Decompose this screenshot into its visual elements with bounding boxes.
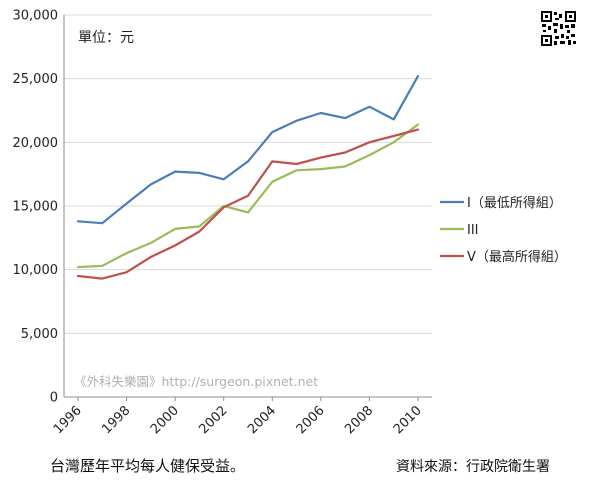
chart-caption: 台灣歷年平均每人健保受益。 (50, 457, 245, 475)
axes (63, 15, 432, 398)
x-tick-label: 2000 (148, 403, 182, 437)
unit-label: 單位：元 (78, 30, 134, 46)
y-tick-label: 0 (50, 391, 58, 406)
x-tick-label: 2008 (342, 403, 376, 437)
y-tick-label: 10,000 (13, 263, 59, 278)
legend-label: I（最低所得組） (467, 195, 562, 211)
qr-code-icon (540, 10, 577, 47)
watermark-text: 《外科失樂園》http://surgeon.pixnet.net (74, 374, 318, 389)
source-note: 資料來源：行政院衛生署 (396, 459, 550, 475)
y-tick-label: 20,000 (13, 136, 59, 151)
x-tick-label: 1996 (51, 403, 85, 437)
y-tick-label: 5,000 (21, 327, 58, 342)
y-tick-label: 30,000 (13, 9, 59, 24)
y-tick-labels: 0 5,000 10,000 15,000 20,000 25,000 30,000 (13, 9, 59, 406)
x-tick-labels: 1996 1998 2000 2002 2004 2006 2008 2010 (51, 397, 425, 437)
legend: I（最低所得組） III V（最高所得組） (440, 195, 567, 265)
series-lines (76, 74, 420, 280)
series-line-1 (76, 74, 420, 225)
series-line-2 (76, 123, 420, 269)
y-tick-label: 25,000 (13, 72, 59, 87)
x-tick-label: 2010 (391, 403, 425, 437)
gridlines (64, 14, 432, 334)
x-tick-label: 2002 (197, 403, 231, 437)
legend-label: V（最高所得組） (467, 249, 567, 265)
x-tick-label: 1998 (99, 403, 133, 437)
series-line-3 (76, 128, 420, 280)
x-tick-label: 2006 (294, 403, 328, 437)
legend-label: III (467, 223, 479, 238)
y-tick-label: 15,000 (13, 200, 59, 215)
x-tick-label: 2004 (245, 403, 279, 437)
